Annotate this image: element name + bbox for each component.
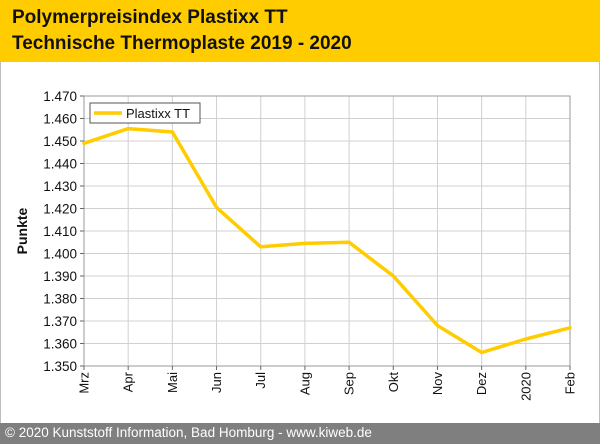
copyright-text: © 2020 Kunststoff Information, Bad Hombu… [5, 425, 372, 440]
data-point [259, 245, 263, 249]
chart-title: Polymerpreisindex Plastixx TT [12, 7, 288, 28]
legend: Plastixx TT [89, 102, 201, 124]
y-tick-label: 1.420 [43, 202, 77, 217]
data-point [568, 326, 572, 330]
y-tick-label: 1.460 [43, 112, 77, 127]
data-point [435, 323, 440, 328]
x-tick-label: Mrz [77, 372, 92, 394]
y-tick-label: 1.400 [43, 247, 77, 262]
gridlines [83, 95, 571, 367]
x-tick-label: Feb [563, 372, 578, 394]
x-tick-label: Sep [342, 372, 357, 395]
x-tick-label: Mai [165, 372, 180, 393]
chart-header: Polymerpreisindex Plastixx TT Technische… [0, 0, 600, 62]
line-chart: 1.350 1.360 1.370 1.380 1.390 1.400 1.410 1.420… [14, 89, 578, 401]
x-tick-label: Apr [121, 371, 136, 392]
y-tick-label: 1.390 [43, 269, 77, 284]
y-tick-label: 1.470 [43, 89, 77, 104]
y-tick-label: 1.410 [43, 224, 77, 239]
x-tick-label: Aug [297, 372, 312, 395]
y-tick-label: 1.370 [43, 314, 77, 329]
footer: © 2020 Kunststoff Information, Bad Hombu… [0, 423, 600, 444]
data-point [524, 337, 528, 341]
x-tick-label: Jun [209, 372, 224, 393]
y-tick-label: 1.450 [43, 134, 77, 149]
data-point [480, 350, 484, 355]
y-axis: 1.350 1.360 1.370 1.380 1.390 1.400 1.410 1.420… [43, 89, 84, 374]
y-tick-label: 1.430 [43, 179, 77, 194]
series-line-plastixx-tt [82, 126, 572, 355]
data-point [347, 240, 351, 244]
x-tick-label: 2020 [518, 372, 533, 401]
data-point [82, 141, 86, 145]
data-point [170, 130, 174, 134]
legend-label: Plastixx TT [126, 106, 190, 121]
data-point [214, 205, 219, 209]
legend-box [89, 102, 201, 124]
x-tick-label: Okt [386, 372, 401, 393]
x-axis: Mrz Apr Mai Jun Jul Aug Sep Okt Nov Dez 2020 Feb [77, 366, 578, 401]
y-tick-label: 1.380 [43, 292, 77, 307]
x-tick-label: Jul [253, 372, 268, 389]
y-tick-label: 1.360 [43, 337, 77, 352]
data-point [303, 241, 307, 245]
y-axis-label: Punkte [14, 207, 30, 254]
data-points [82, 127, 572, 355]
y-tick-label: 1.350 [43, 359, 77, 374]
x-tick-label: Dez [474, 372, 489, 395]
data-point [391, 274, 395, 278]
y-tick-label: 1.440 [43, 157, 77, 172]
data-point [126, 127, 130, 131]
x-tick-label: Nov [430, 372, 445, 396]
chart-subtitle: Technische Thermoplaste 2019 - 2020 [12, 33, 352, 54]
